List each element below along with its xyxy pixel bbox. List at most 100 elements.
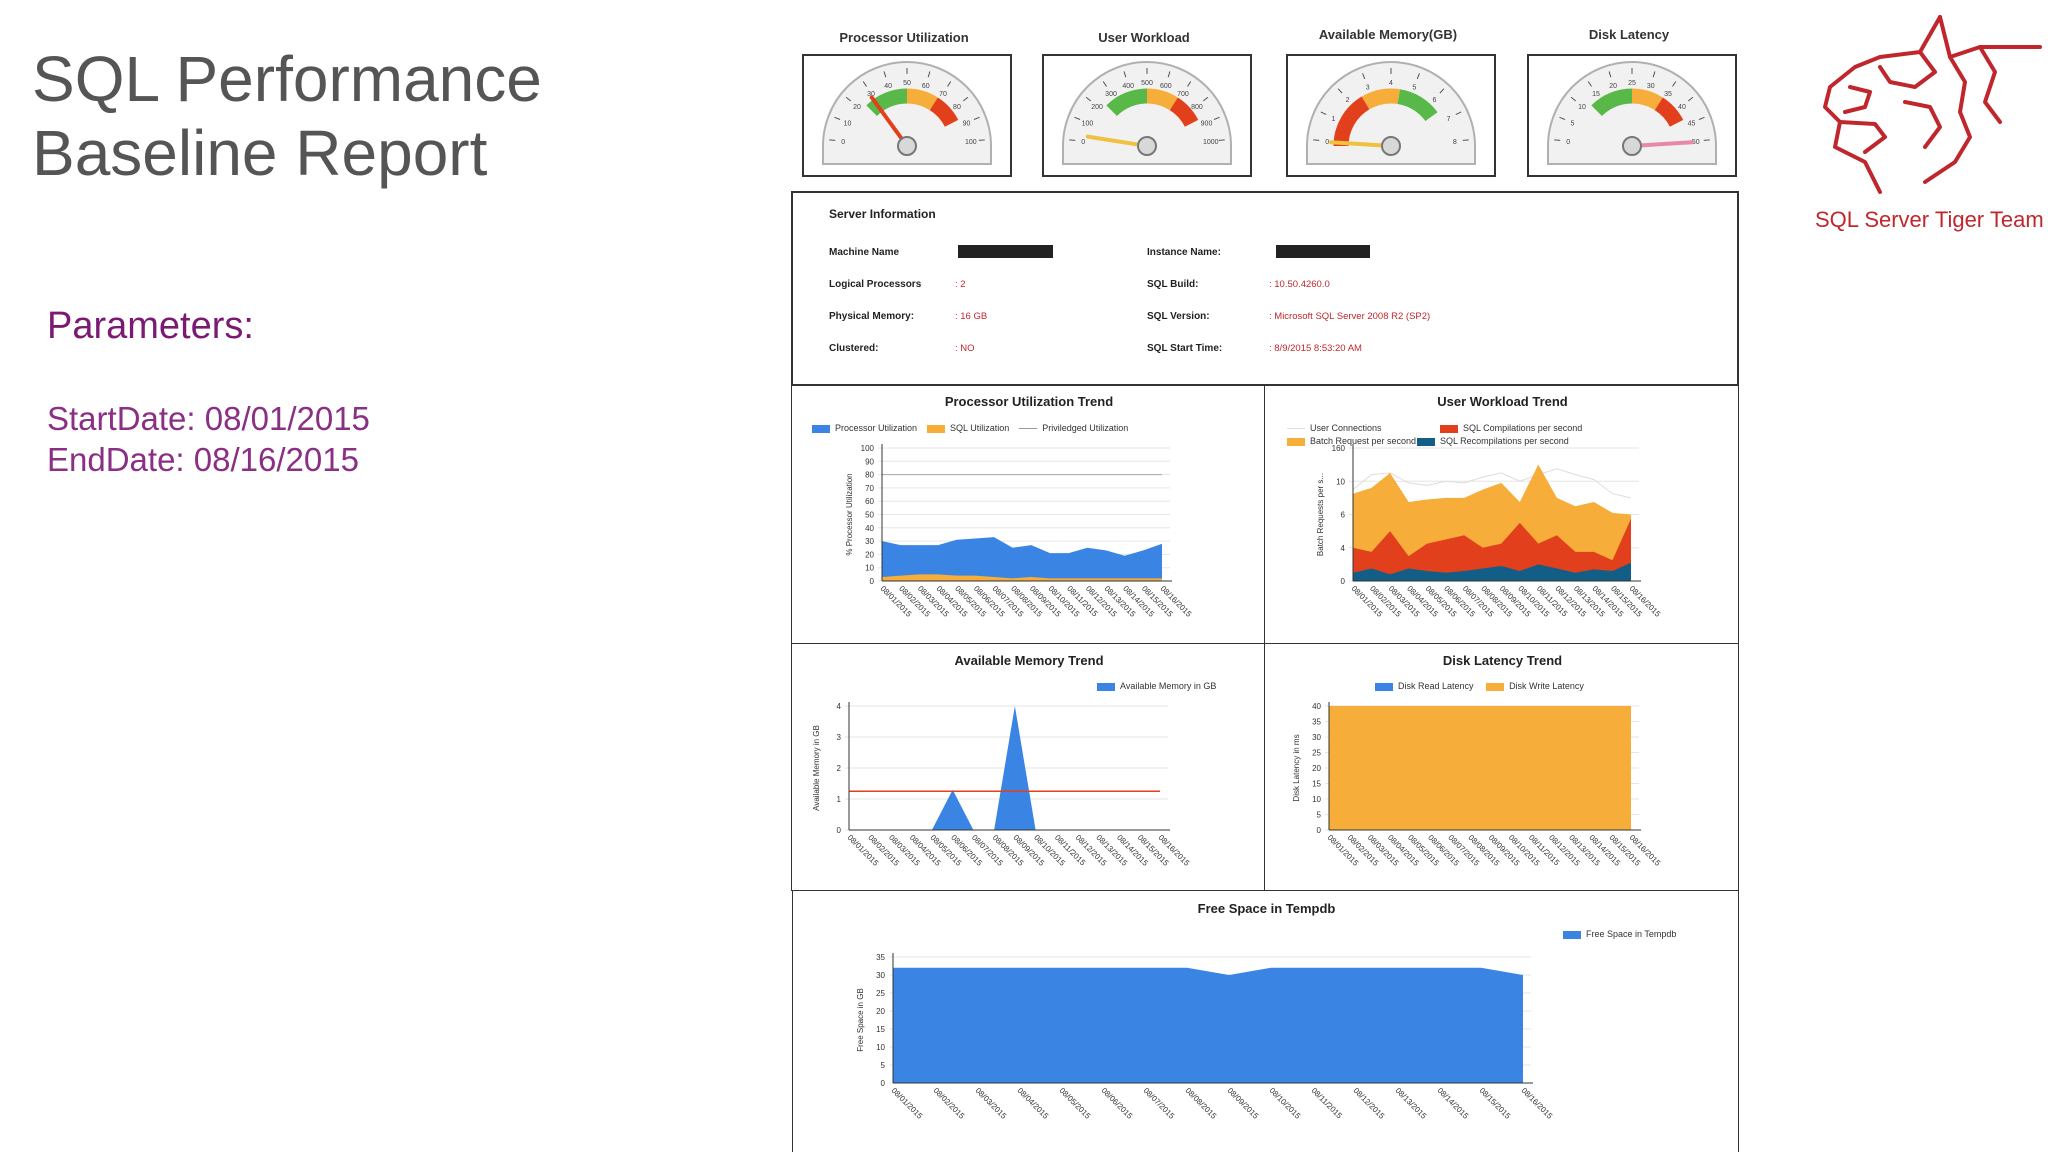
tempdb-xtick-14: 08/15/2015	[1478, 1086, 1513, 1121]
gauge-tick-label-3-0: 0	[1325, 139, 1329, 146]
gauge-tick-label-2-1: 100	[1082, 120, 1094, 127]
disk-ytick-1: 5	[1317, 811, 1322, 820]
slide-title: SQL Performance Baseline Report	[32, 42, 542, 190]
si-right-value-3: : Microsoft SQL Server 2008 R2 (SP2)	[1269, 311, 1430, 322]
gauge-tick-label-1-4: 40	[884, 83, 892, 90]
gauge-tick-label-1-0: 0	[841, 139, 845, 146]
cpu-ytick-4: 40	[865, 524, 874, 533]
si-left-value-4: : NO	[955, 343, 975, 354]
gauge-tick-label-1-6: 60	[922, 83, 930, 90]
tempdb-xtick-10: 08/11/2015	[1310, 1086, 1345, 1121]
cpu-ytick-7: 70	[865, 484, 874, 493]
cpu-chart-title: Processor Utilization Trend	[792, 394, 1266, 409]
si-left-label-4: Clustered:	[829, 343, 878, 354]
workload-ytick-3: 10	[1336, 477, 1345, 486]
si-left-label-2: Logical Processors	[829, 279, 921, 290]
gauge-tick-label-2-10: 1000	[1203, 139, 1219, 146]
gauge-hub-2	[1138, 137, 1156, 155]
tempdb-xtick-9: 08/10/2015	[1268, 1086, 1303, 1121]
gauge-title-2: User Workload	[1034, 30, 1254, 45]
memory-ytick-2: 2	[837, 764, 842, 773]
gauge-tick-label-2-3: 300	[1105, 91, 1117, 98]
gauge-tick-label-4-3: 15	[1592, 91, 1600, 98]
tempdb-ytick-3: 15	[876, 1025, 885, 1034]
disk-legend-1: Disk Read Latency	[1398, 681, 1474, 691]
memory-chart-title: Available Memory Trend	[792, 653, 1266, 668]
tempdb-xtick-1: 08/02/2015	[932, 1086, 967, 1121]
memory-ytick-1: 1	[837, 795, 842, 804]
si-left-label-1: Machine Name	[829, 247, 899, 258]
disk-legend: Disk Read Latency Disk Write Latency	[1375, 681, 1584, 691]
workload-ytick-1: 4	[1341, 544, 1346, 553]
disk-ytick-6: 30	[1312, 733, 1321, 742]
gauge-tick-label-4-6: 30	[1647, 83, 1655, 90]
memory-legend: Available Memory in GB	[1097, 681, 1216, 691]
gauge-band-2-2	[1147, 96, 1174, 104]
gauge-tick-label-4-4: 20	[1609, 83, 1617, 90]
memory-ytick-3: 3	[837, 733, 842, 742]
cpu-ylabel: % Processor Utilization	[845, 473, 854, 555]
gauge-hub-1	[898, 137, 916, 155]
gauge-tick-label-3-1: 1	[1331, 116, 1335, 123]
tiger-logo-icon	[1820, 12, 2048, 197]
disk-legend-2: Disk Write Latency	[1509, 681, 1584, 691]
gauge-band-3-2	[1366, 96, 1399, 103]
cpu-ytick-8: 80	[865, 471, 874, 480]
gauge-tick-label-2-8: 800	[1191, 104, 1203, 111]
tempdb-legend: Free Space in Tempdb	[1563, 929, 1676, 939]
tempdb-xtick-5: 08/06/2015	[1100, 1086, 1135, 1121]
tempdb-xtick-7: 08/08/2015	[1184, 1086, 1219, 1121]
gauge-tick-label-4-1: 5	[1571, 120, 1575, 127]
end-date-text: EndDate: 08/16/2015	[47, 441, 359, 479]
machine-name-redaction	[958, 245, 1053, 258]
cpu-legend-2: SQL Utilization	[950, 423, 1009, 433]
memory-ytick-0: 0	[837, 826, 842, 835]
tempdb-xtick-11: 08/12/2015	[1352, 1086, 1387, 1121]
gauge-tick-label-4-5: 25	[1628, 80, 1636, 87]
gauge-tick-label-4-2: 10	[1578, 104, 1586, 111]
memory-ylabel: Available Memory in GB	[812, 725, 821, 811]
disk-ytick-4: 20	[1312, 764, 1321, 773]
tempdb-free-space-panel: Free Space in Tempdb Free Space in Tempd…	[792, 890, 1739, 1152]
gauge-tick-label-3-3: 3	[1366, 84, 1370, 91]
tempdb-xtick-3: 08/04/2015	[1016, 1086, 1051, 1121]
gauge-tick-label-3-7: 7	[1447, 116, 1451, 123]
start-date-text: StartDate: 08/01/2015	[47, 400, 370, 438]
gauge-tick-label-2-5: 500	[1141, 80, 1153, 87]
logo-caption: SQL Server Tiger Team	[1815, 207, 2044, 233]
si-right-value-4: : 8/9/2015 8:53:20 AM	[1269, 343, 1362, 354]
gauge-tick-label-2-0: 0	[1081, 139, 1085, 146]
tempdb-legend-1: Free Space in Tempdb	[1586, 929, 1676, 939]
si-right-label-4: SQL Start Time:	[1147, 343, 1222, 354]
si-left-label-3: Physical Memory:	[829, 311, 914, 322]
memory-ytick-4: 4	[837, 702, 842, 711]
gauge-title-1: Processor Utilization	[794, 30, 1014, 45]
disk-ytick-7: 35	[1312, 718, 1321, 727]
gauge-tick-label-2-9: 900	[1201, 120, 1213, 127]
tempdb-xtick-6: 08/07/2015	[1142, 1086, 1177, 1121]
disk-series-2	[1329, 706, 1631, 830]
workload-ytick-2: 6	[1341, 511, 1346, 520]
workload-legend-3: SQL Compilations per second	[1463, 423, 1582, 433]
gauge-tick-label-1-8: 80	[953, 104, 961, 111]
gauge-tick-label-1-2: 20	[853, 104, 861, 111]
gauge-tick-label-4-0: 0	[1566, 139, 1570, 146]
tempdb-xtick-13: 08/14/2015	[1436, 1086, 1471, 1121]
si-right-label-3: SQL Version:	[1147, 311, 1210, 322]
instance-name-redaction	[1276, 245, 1370, 258]
disk-chart-title: Disk Latency Trend	[1265, 653, 1740, 668]
tempdb-ytick-7: 35	[876, 953, 885, 962]
tempdb-xtick-15: 08/16/2015	[1520, 1086, 1555, 1121]
server-information-heading: Server Information	[829, 207, 936, 221]
gauge-tick-label-4-8: 40	[1678, 104, 1686, 111]
disk-ylabel: Disk Latency in ms	[1292, 734, 1301, 801]
gauge-tick-label-2-6: 600	[1160, 83, 1172, 90]
gauge-tick-label-2-2: 200	[1091, 104, 1103, 111]
tempdb-ytick-1: 5	[881, 1061, 886, 1070]
cpu-legend-3: Priviledged Utilization	[1042, 423, 1128, 433]
